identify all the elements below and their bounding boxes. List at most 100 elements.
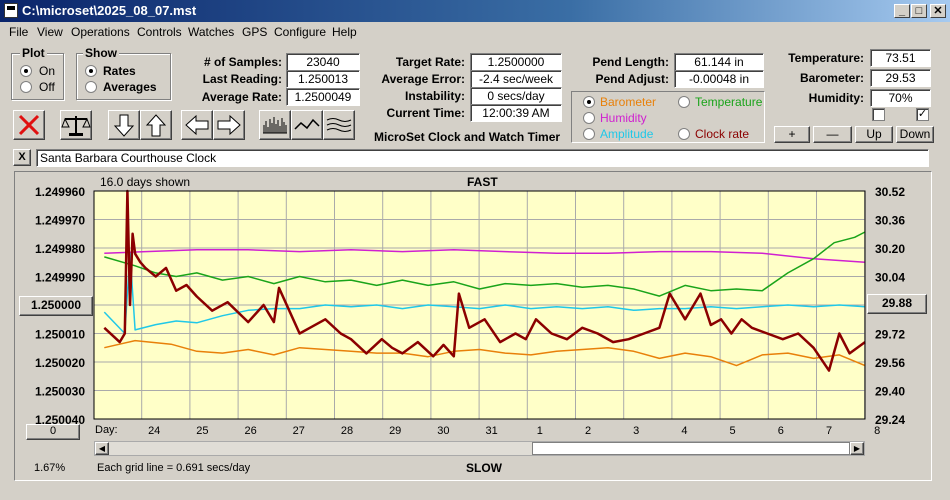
pend-adjust-label: Pend Adjust: bbox=[595, 72, 669, 86]
clock-name-field[interactable]: Santa Barbara Courthouse Clock bbox=[36, 149, 929, 167]
samples-label: # of Samples: bbox=[203, 55, 282, 69]
left-center-value-button[interactable]: 1.250000 bbox=[19, 296, 93, 316]
right-tick-label: 30.04 bbox=[875, 271, 905, 285]
line-plot-button[interactable] bbox=[291, 110, 323, 140]
menu-gps[interactable]: GPS bbox=[242, 25, 268, 39]
left-tick-label: 1.249970 bbox=[35, 214, 85, 228]
right-checkbox[interactable]: ✓ bbox=[916, 108, 929, 121]
aux-humidity-radio[interactable] bbox=[583, 112, 595, 124]
aux-humidity-label: Humidity bbox=[600, 111, 647, 125]
plot-on-label: On bbox=[39, 64, 56, 78]
time-scrollbar[interactable]: ◀ ▶ bbox=[94, 441, 865, 456]
plus-button[interactable]: + bbox=[774, 126, 810, 143]
arrow-right-icon bbox=[217, 114, 241, 136]
arrow-left-icon bbox=[185, 114, 209, 136]
right-tick-label: 30.52 bbox=[875, 185, 905, 199]
series-barometer bbox=[104, 339, 866, 367]
plot-group-title: Plot bbox=[20, 46, 47, 60]
menu-controls[interactable]: Controls bbox=[137, 25, 182, 39]
x-tick-label: 24 bbox=[148, 425, 160, 437]
target-rate-label: Target Rate: bbox=[395, 55, 465, 69]
samples-field: 23040 bbox=[286, 53, 360, 71]
bar-plot-button[interactable] bbox=[259, 110, 291, 140]
scroll-left-arrow-icon[interactable]: ◀ bbox=[95, 442, 109, 455]
pend-length-label: Pend Length: bbox=[592, 55, 669, 69]
down-arrow-button[interactable] bbox=[108, 110, 140, 140]
scroll-left-button[interactable] bbox=[181, 110, 213, 140]
x-tick-label: 3 bbox=[633, 425, 639, 437]
title-bar: C:\microset\2025_08_07.mst _ □ ✕ bbox=[0, 0, 950, 22]
arrow-up-icon bbox=[145, 114, 167, 137]
left-tick-label: 1.250010 bbox=[35, 328, 85, 342]
menu-configure[interactable]: Configure bbox=[274, 25, 327, 39]
aux-amplitude-radio[interactable] bbox=[583, 128, 595, 140]
x-tick-label: 30 bbox=[437, 425, 449, 437]
series-clock-rate bbox=[103, 189, 866, 372]
close-icon[interactable]: ✕ bbox=[930, 4, 946, 18]
show-rates-label: Rates bbox=[103, 64, 136, 78]
right-tick-label: 30.36 bbox=[875, 214, 905, 228]
down-button[interactable]: Down bbox=[896, 126, 934, 143]
x-tick-label: 29 bbox=[389, 425, 401, 437]
scroll-right-button[interactable] bbox=[213, 110, 245, 140]
program-title: MicroSet Clock and Watch Timer bbox=[374, 130, 561, 144]
minus-button[interactable]: — bbox=[813, 126, 852, 143]
show-averages-radio[interactable] bbox=[85, 81, 97, 93]
scroll-right-arrow-icon[interactable]: ▶ bbox=[850, 442, 864, 455]
slow-label: SLOW bbox=[466, 461, 502, 475]
pend-adjust-field: -0.00048 in bbox=[674, 70, 764, 88]
right-tick-label: 29.24 bbox=[875, 413, 905, 427]
aux-temperature-label: Temperature bbox=[695, 95, 763, 109]
up-arrow-button[interactable] bbox=[140, 110, 172, 140]
day-axis-label: Day: bbox=[95, 424, 118, 436]
left-tick-label: 1.250030 bbox=[35, 385, 85, 399]
humidity-label: Humidity: bbox=[808, 91, 864, 105]
aux-clock-rate-radio[interactable] bbox=[678, 128, 690, 140]
maximize-icon[interactable]: □ bbox=[911, 4, 927, 18]
menu-operations[interactable]: Operations bbox=[71, 25, 130, 39]
up-button[interactable]: Up bbox=[855, 126, 893, 143]
average-rate-label: Average Rate: bbox=[201, 90, 282, 104]
right-center-value-button[interactable]: 29.88 bbox=[867, 294, 927, 314]
x-tick-label: 26 bbox=[244, 425, 256, 437]
target-rate-field[interactable]: 1.2500000 bbox=[470, 53, 562, 71]
left-tick-label: 1.250040 bbox=[35, 413, 85, 427]
plot-panel bbox=[14, 171, 932, 481]
menu-view[interactable]: View bbox=[37, 25, 63, 39]
aux-barometer-radio[interactable] bbox=[583, 96, 595, 108]
aux-barometer-label: Barometer bbox=[600, 95, 657, 109]
app-icon bbox=[4, 3, 18, 18]
red-x-icon bbox=[18, 114, 40, 136]
aux-clock-rate-label: Clock rate bbox=[695, 127, 750, 141]
menu-file[interactable]: File bbox=[9, 25, 29, 39]
balance-button[interactable] bbox=[60, 110, 92, 140]
days-shown-label: 16.0 days shown bbox=[100, 175, 191, 189]
show-group-title: Show bbox=[83, 46, 119, 60]
left-tick-label: 1.249980 bbox=[35, 242, 85, 256]
instability-label: Instability: bbox=[404, 89, 465, 103]
wave-icon bbox=[294, 118, 320, 130]
plot-off-label: Off bbox=[39, 80, 55, 94]
scrollbar-thumb[interactable] bbox=[532, 442, 850, 455]
left-checkbox[interactable] bbox=[872, 108, 885, 121]
stop-button[interactable] bbox=[13, 110, 45, 140]
multi-wave-icon bbox=[326, 118, 352, 132]
percent-label: 1.67% bbox=[34, 462, 66, 474]
scroll-value-button[interactable]: 0 bbox=[26, 424, 80, 440]
left-tick-label: 1.250020 bbox=[35, 356, 85, 370]
menu-watches[interactable]: Watches bbox=[188, 25, 235, 39]
x-tick-label: 31 bbox=[485, 425, 497, 437]
multi-line-button[interactable] bbox=[323, 110, 355, 140]
left-tick-label: 1.249990 bbox=[35, 271, 85, 285]
menu-help[interactable]: Help bbox=[332, 25, 357, 39]
average-error-label: Average Error: bbox=[381, 72, 465, 86]
show-rates-radio[interactable] bbox=[85, 65, 97, 77]
plot-off-radio[interactable] bbox=[20, 81, 32, 93]
fast-label: FAST bbox=[467, 175, 498, 189]
plot-on-radio[interactable] bbox=[20, 65, 32, 77]
minimize-icon[interactable]: _ bbox=[894, 4, 910, 18]
right-tick-label: 29.72 bbox=[875, 328, 905, 342]
aux-temperature-radio[interactable] bbox=[678, 96, 690, 108]
clear-name-button[interactable]: X bbox=[13, 149, 31, 166]
